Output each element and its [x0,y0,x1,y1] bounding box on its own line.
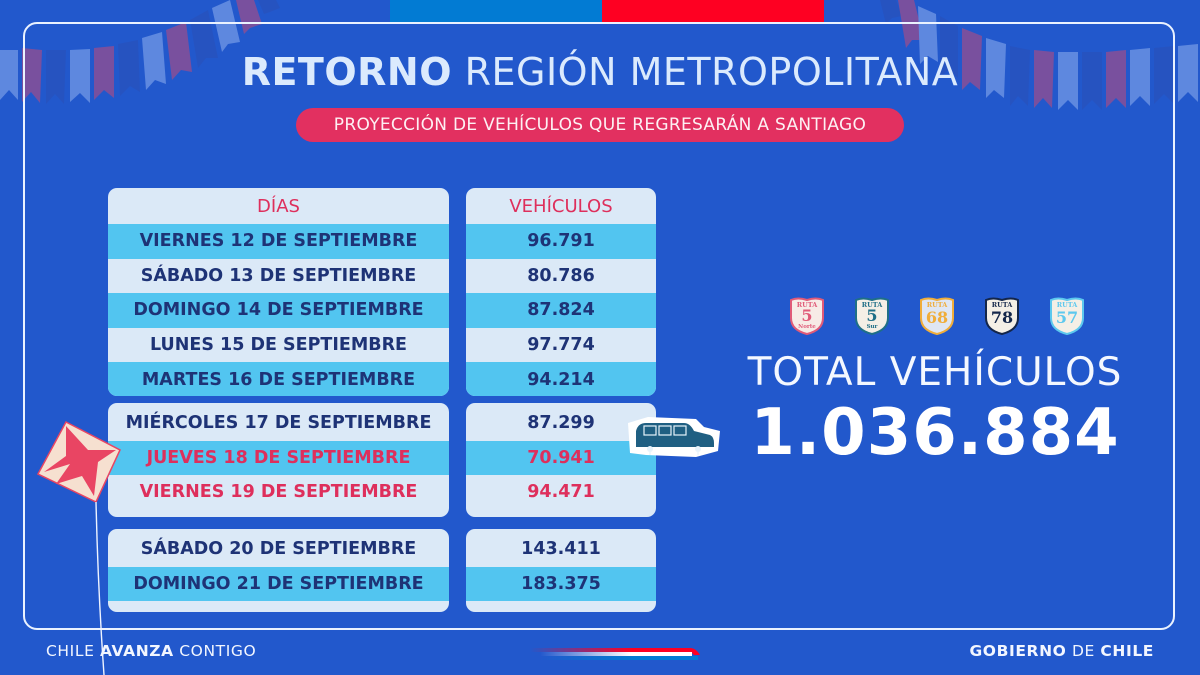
title-light: REGIÓN METROPOLITANA [464,50,959,94]
route-shield-icon: RUTA 78 [983,296,1021,336]
total-label: TOTAL VEHÍCULOS [747,350,1123,395]
route-shield-icon: RUTA 5 Norte [788,296,826,336]
table-row-vehicles: 183.375 [466,566,656,601]
table-row-vehicles: 94.214 [466,362,656,396]
days-table-group-3: SÁBADO 20 DE SEPTIEMBRE DOMINGO 21 DE SE… [108,529,449,612]
car-icon [628,417,720,457]
subtitle-badge: PROYECCIÓN DE VEHÍCULOS QUE REGRESARÁN A… [296,108,904,142]
flag-stripe-blue [390,0,602,22]
route-shield-icon: RUTA 57 [1048,296,1086,336]
table-row-vehicles: 97.774 [527,335,595,356]
table-row-day: SÁBADO 20 DE SEPTIEMBRE [140,539,417,560]
table-row-day: VIERNES 12 DE SEPTIEMBRE [108,224,449,259]
page-title: RETORNO REGIÓN METROPOLITANA [0,50,1200,94]
content-frame [23,22,1175,630]
total-value: 1.036.884 [750,396,1120,470]
bunting-left-icon [0,0,280,104]
government-logo-stripes-icon [530,648,700,660]
vehicles-table-group-2: 87.299 70.941 94.471 [466,403,656,517]
days-header: DÍAS [257,195,300,217]
flag-stripe-red [602,0,824,22]
slogan: CHILE AVANZA CONTIGO [46,642,257,660]
table-row-vehicles-highlight: 94.471 [527,482,595,503]
table-row-day: LUNES 15 DE SEPTIEMBRE [149,335,408,356]
table-row-vehicles: 87.824 [466,293,656,328]
table-row-vehicles: 96.791 [466,224,656,259]
vehicles-header: VEHÍCULOS [509,195,613,217]
table-row-day: DOMINGO 14 DE SEPTIEMBRE [108,293,449,328]
table-row-day: DOMINGO 21 DE SEPTIEMBRE [108,566,449,601]
vehicles-table-group-1: VEHÍCULOS 96.791 80.786 87.824 97.774 94… [466,188,656,396]
table-row-vehicles: 87.299 [527,413,595,434]
kite-icon [36,420,121,675]
vehicles-table-group-3: 143.411 183.375 [466,529,656,612]
table-row-vehicles: 80.786 [527,265,595,286]
route-shield-icon: RUTA 68 [918,296,956,336]
table-row-day: MARTES 16 DE SEPTIEMBRE [108,362,449,396]
table-row-vehicles-highlight: 70.941 [466,440,656,475]
bunting-right-icon [880,0,1198,110]
days-table-group-2: MIÉRCOLES 17 DE SEPTIEMBRE JUEVES 18 DE … [108,403,449,517]
route-shields: RUTA 5 Norte RUTA 5 Sur RUTA 68 RUTA 78 … [788,296,1086,336]
title-bold: RETORNO [241,50,453,94]
subtitle-text: PROYECCIÓN DE VEHÍCULOS QUE REGRESARÁN A… [333,115,867,135]
table-row-day-highlight: VIERNES 19 DE SEPTIEMBRE [139,482,418,503]
table-row-day-highlight: JUEVES 18 DE SEPTIEMBRE [108,440,449,475]
days-table-group-1: DÍAS VIERNES 12 DE SEPTIEMBRE SÁBADO 13 … [108,188,449,396]
government-logo-text: GOBIERNO DE CHILE [969,642,1154,660]
table-row-vehicles: 143.411 [521,539,601,560]
table-row-day: MIÉRCOLES 17 DE SEPTIEMBRE [125,413,432,434]
table-row-day: SÁBADO 13 DE SEPTIEMBRE [140,265,417,286]
route-shield-icon: RUTA 5 Sur [853,296,891,336]
